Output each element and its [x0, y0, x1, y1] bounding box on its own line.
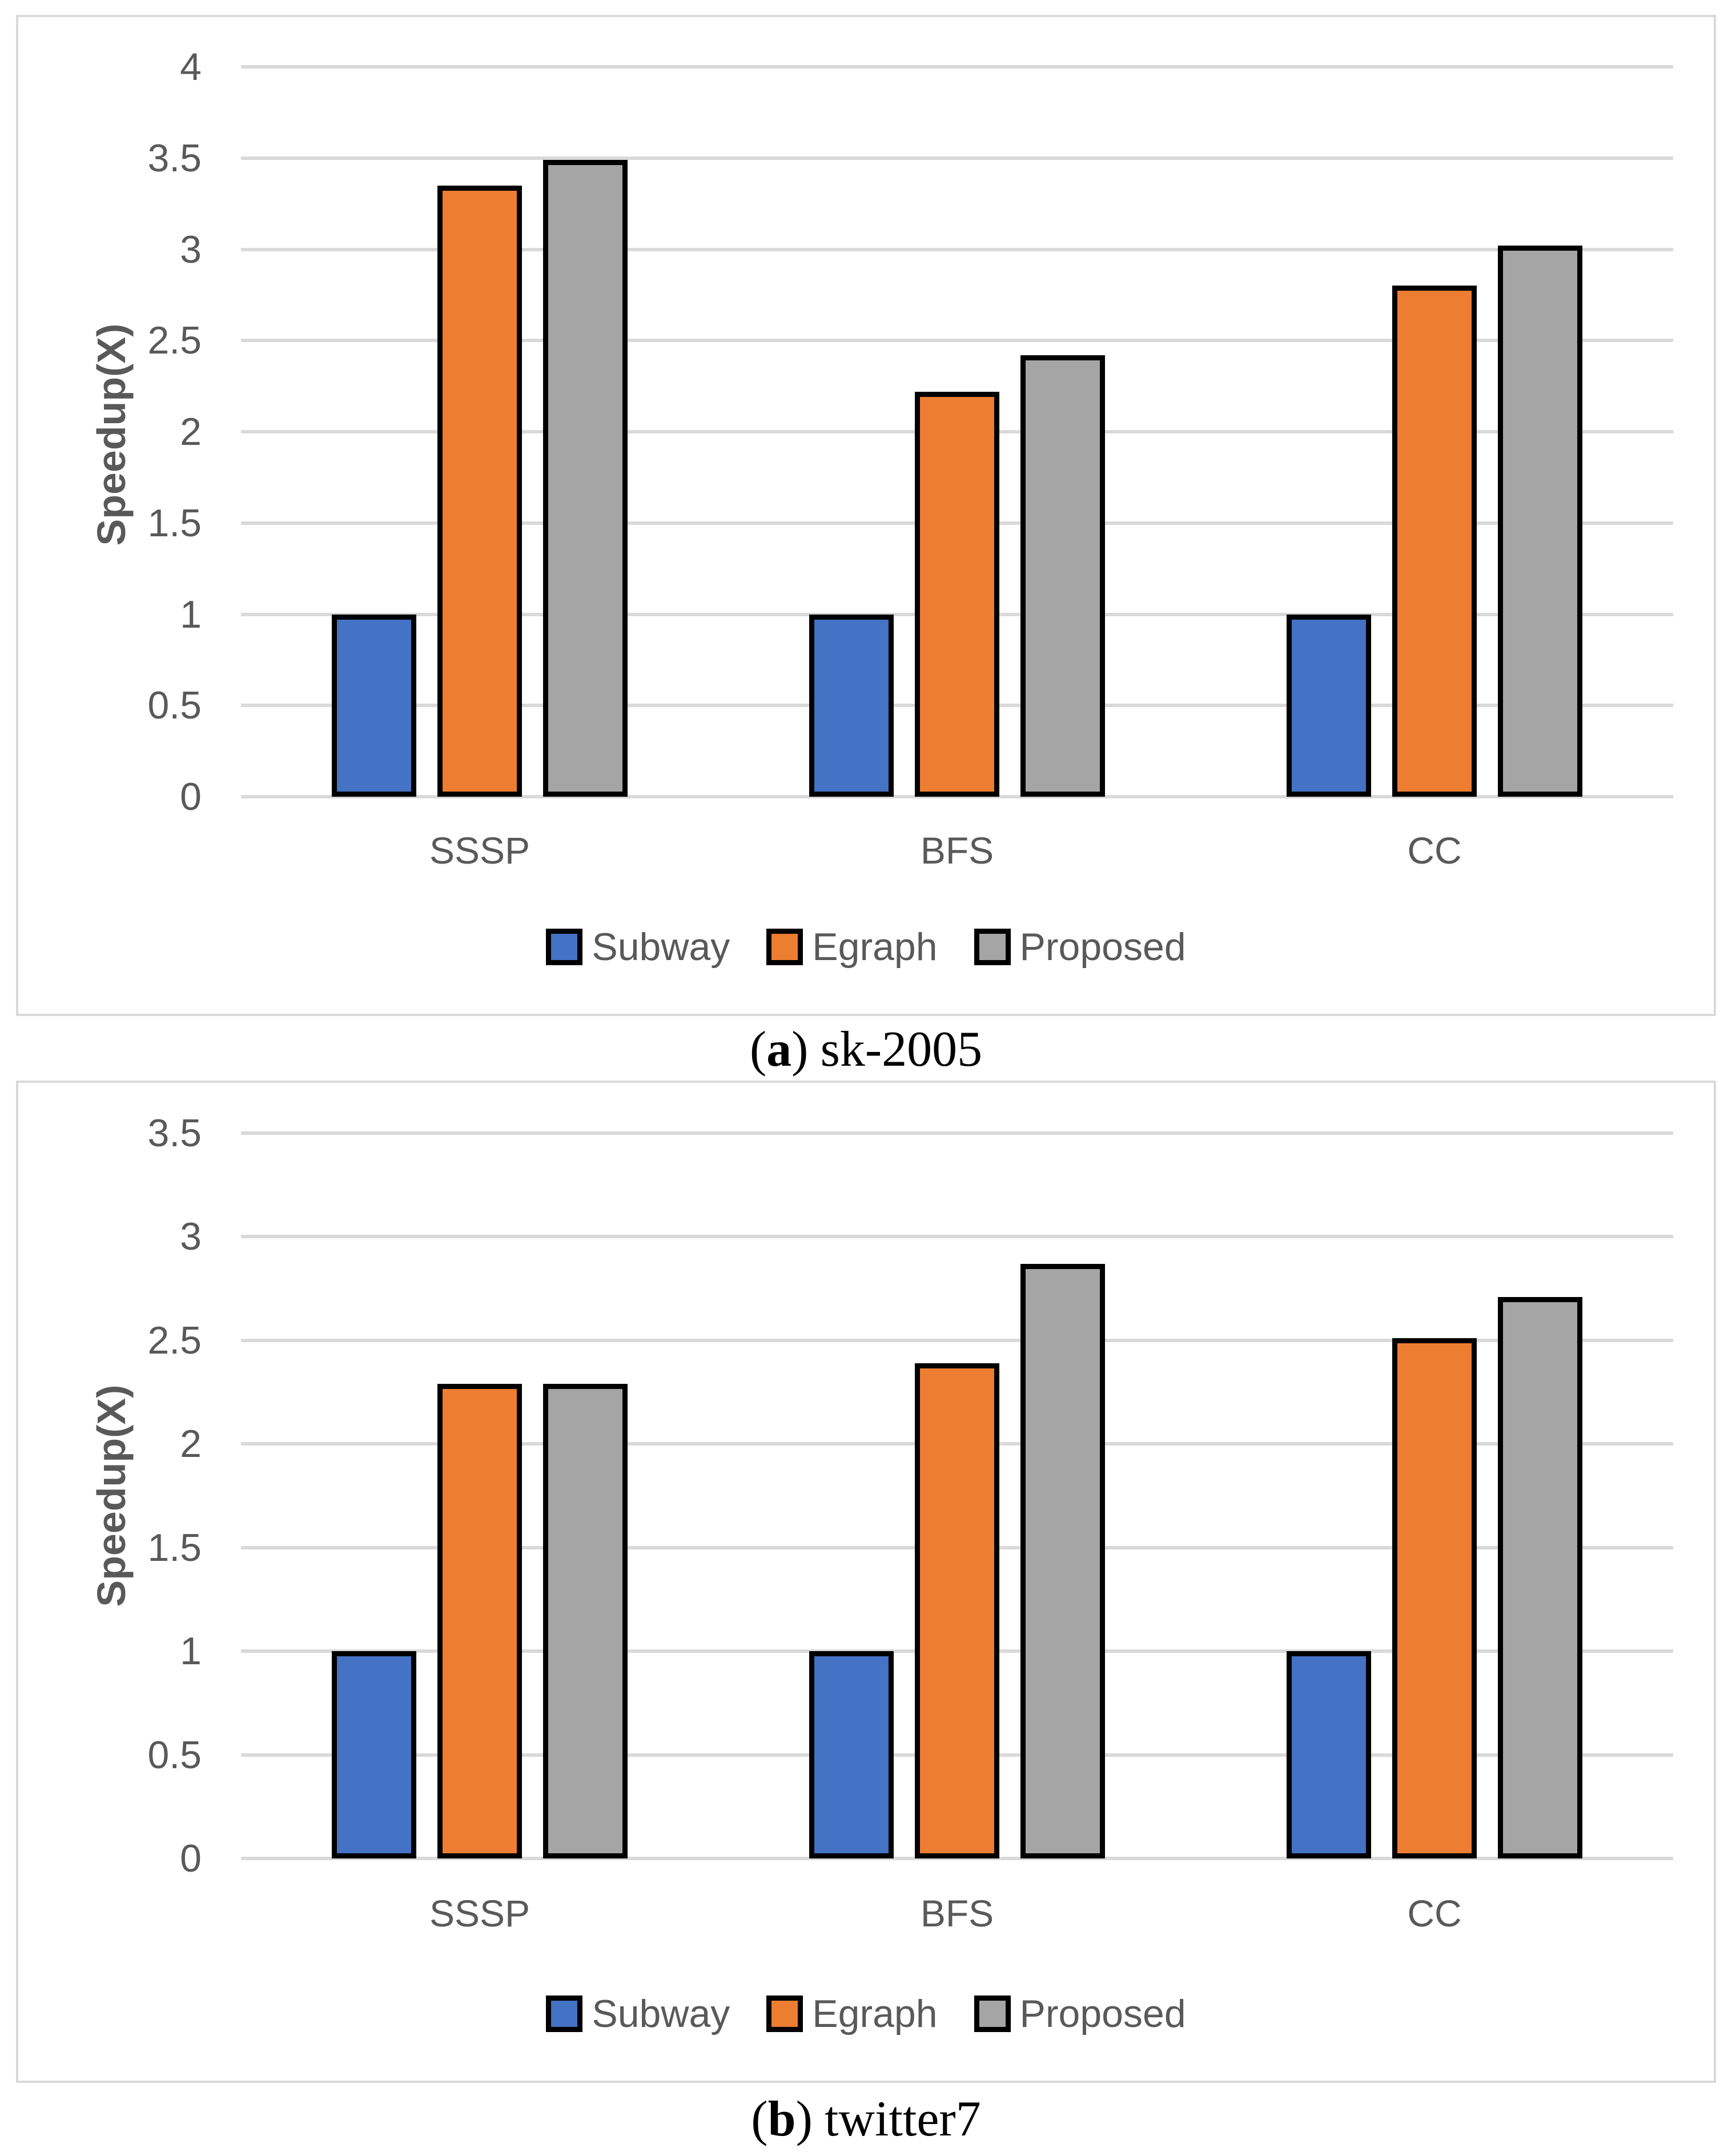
- y-tick-label: 2.5: [147, 319, 202, 363]
- y-tick-label: 1.5: [147, 1525, 202, 1569]
- bar-egraph-cc: [1392, 286, 1477, 797]
- bar-proposed-bfs: [1020, 355, 1105, 797]
- y-tick-label: 2: [180, 410, 202, 453]
- legend-swatch-egraph: [766, 1996, 803, 2032]
- legend-item-proposed: Proposed: [974, 928, 1186, 966]
- caption-close-paren: ): [795, 2091, 813, 2147]
- bar-egraph-cc: [1392, 1338, 1477, 1858]
- legend-swatch-subway: [546, 929, 583, 965]
- legend-item-egraph: Egraph: [766, 925, 938, 969]
- bar-egraph-bfs: [915, 391, 999, 797]
- y-tick-label: 1: [180, 592, 202, 636]
- chart-panel-a: Speedup(X) 4 3.5 3 2.5 2 1.5 1 0.5 0 SSSP BFS CC Sub…: [16, 15, 1716, 1016]
- legend-swatch-proposed: [974, 1996, 1011, 2032]
- y-tick-label: 1.5: [147, 501, 202, 545]
- caption-close-paren: ): [791, 1022, 809, 1077]
- bar-proposed-bfs: [1020, 1263, 1105, 1858]
- legend-item-subway: Subway: [546, 928, 730, 966]
- caption-title: sk-2005: [820, 1022, 983, 1077]
- legend: Subway Egraph Proposed: [18, 918, 1714, 975]
- bar-subway-sssp: [332, 1651, 416, 1858]
- caption-letter: b: [767, 2091, 796, 2147]
- y-tick-label: 2: [180, 1422, 202, 1466]
- gridline: [241, 1235, 1673, 1239]
- y-tick-label: 0.5: [147, 1733, 202, 1777]
- legend-swatch-proposed: [974, 929, 1011, 965]
- chart-panel-b: Speedup(X) 3.5 3 2.5 2 1.5 1 0.5 0 SSSP BFS CC Subw…: [16, 1081, 1716, 2083]
- y-tick-label: 3.5: [147, 1111, 202, 1155]
- caption-a: (a) sk-2005: [0, 1019, 1732, 1079]
- caption-open-paren: (: [749, 1022, 767, 1077]
- gridline: [241, 65, 1673, 69]
- legend-swatch-subway: [546, 1996, 583, 2032]
- bar-proposed-sssp: [543, 1384, 628, 1858]
- bar-egraph-sssp: [437, 185, 522, 797]
- y-tick-label: 1: [180, 1629, 202, 1673]
- bar-subway-sssp: [332, 614, 416, 797]
- gridline: [241, 156, 1673, 160]
- bar-proposed-sssp: [543, 159, 628, 797]
- bar-proposed-cc: [1498, 1296, 1582, 1858]
- bar-egraph-bfs: [915, 1363, 999, 1858]
- bar-egraph-sssp: [437, 1384, 522, 1858]
- legend-item-egraph: Egraph: [766, 1992, 938, 2035]
- caption-b: (b) twitter7: [0, 2087, 1732, 2151]
- gridline: [241, 339, 1673, 343]
- x-category-label: SSSP: [429, 1892, 531, 1934]
- legend-label: Subway: [592, 1992, 730, 2035]
- caption-title: twitter7: [824, 2091, 981, 2147]
- x-category-label: BFS: [920, 829, 994, 872]
- legend-label: Egraph: [812, 925, 938, 969]
- gridline: [241, 247, 1673, 251]
- gridline: [241, 795, 1673, 798]
- legend-item-proposed: Proposed: [974, 1994, 1186, 2033]
- bar-proposed-cc: [1498, 246, 1582, 797]
- y-tick-label: 2.5: [147, 1318, 202, 1362]
- bar-subway-bfs: [809, 1651, 894, 1858]
- caption-open-paren: (: [751, 2091, 768, 2147]
- x-category-label: BFS: [920, 1892, 994, 1934]
- legend-label: Proposed: [1019, 1992, 1186, 2035]
- caption-letter: a: [766, 1022, 792, 1077]
- legend-label: Proposed: [1019, 925, 1186, 969]
- bar-subway-cc: [1287, 1651, 1371, 1858]
- legend: Subway Egraph Proposed: [18, 1985, 1714, 2042]
- bar-subway-bfs: [809, 614, 894, 797]
- bar-subway-cc: [1287, 614, 1371, 797]
- legend-swatch-egraph: [766, 929, 803, 965]
- y-tick-label: 3: [180, 1215, 202, 1259]
- gridline: [241, 1131, 1673, 1135]
- y-tick-label: 0: [180, 775, 202, 818]
- y-tick-label: 0: [180, 1837, 202, 1880]
- y-tick-label: 3.5: [147, 136, 202, 180]
- y-tick-label: 0.5: [147, 684, 202, 728]
- x-category-label: CC: [1407, 829, 1462, 872]
- gridline: [241, 1857, 1673, 1860]
- x-category-label: SSSP: [429, 829, 531, 872]
- legend-label: Egraph: [812, 1992, 938, 2035]
- y-axis-title: Speedup(X): [89, 1384, 134, 1607]
- y-tick-label: 4: [180, 45, 202, 89]
- y-tick-label: 3: [180, 227, 202, 271]
- gridline: [241, 1338, 1673, 1342]
- legend-label: Subway: [592, 925, 730, 969]
- x-category-label: CC: [1407, 1892, 1462, 1934]
- legend-item-subway: Subway: [546, 1994, 730, 2033]
